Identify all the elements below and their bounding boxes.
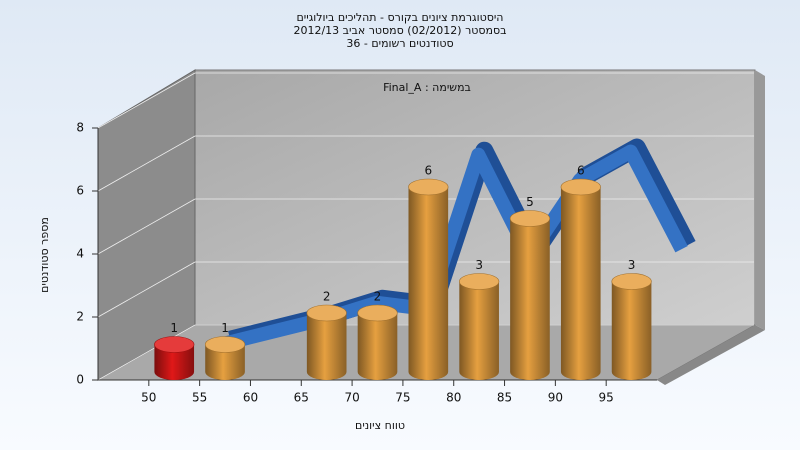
bar-top (611, 273, 652, 290)
floor-edge (657, 325, 765, 385)
value-label: 2 (374, 290, 382, 304)
y-tick-label: 8 (76, 121, 84, 135)
bar-top (306, 304, 347, 322)
bar (611, 281, 652, 380)
title-line: סטודנטים רשומים - 36 (346, 37, 453, 50)
bar-top (204, 336, 246, 353)
x-tick-label: 95 (599, 391, 614, 405)
bar (459, 281, 499, 380)
value-label: 3 (628, 258, 636, 272)
x-tick-label: 65 (294, 391, 309, 405)
y-tick-label: 0 (76, 373, 84, 387)
value-label: 5 (526, 195, 534, 209)
title-line: היסטוגרמת ציונים בקורס - תהליכים ביולוגי… (297, 11, 504, 24)
x-tick-label: 80 (446, 391, 461, 405)
x-tick-label: 50 (141, 391, 156, 405)
bar (205, 344, 245, 380)
bar-top (459, 273, 500, 290)
bar (408, 187, 449, 380)
x-tick-label: 75 (395, 391, 410, 405)
x-tick-label: 55 (192, 391, 207, 405)
value-label: 1 (221, 321, 229, 335)
grid-line (97, 261, 196, 318)
bar (357, 313, 398, 380)
bar-top (408, 178, 449, 196)
grid-line (97, 135, 196, 192)
value-label: 6 (577, 164, 585, 178)
value-label: 6 (424, 164, 432, 178)
y-tick-label: 2 (76, 310, 84, 324)
wall-edge (755, 70, 765, 330)
annotation: Final_A : במשימה (383, 81, 471, 94)
bar (560, 187, 601, 380)
x-tick-label: 90 (548, 391, 563, 405)
bar-top (560, 178, 601, 196)
value-label: 1 (170, 321, 178, 335)
value-label: 3 (475, 258, 483, 272)
grid-line (97, 198, 196, 255)
grid-line (97, 72, 196, 129)
bar (154, 344, 195, 380)
bar-top (154, 336, 195, 353)
bar (510, 218, 550, 380)
x-tick-label: 70 (344, 391, 359, 405)
x-axis-label: טווח ציונים (355, 419, 405, 432)
bar (306, 313, 347, 380)
y-tick-label: 4 (76, 247, 84, 261)
title-line: בסמסטר (02/2012) סמסטר אביב 2012/13 (293, 24, 506, 37)
trend-ribbon (222, 144, 688, 351)
bar-top (357, 304, 398, 322)
grid-line (97, 324, 196, 381)
y-tick-label: 6 (76, 184, 84, 198)
y-axis-label: מספר סטודנטים (38, 217, 51, 293)
bar-top (509, 210, 551, 227)
value-label: 2 (323, 290, 331, 304)
x-tick-label: 60 (243, 391, 258, 405)
x-tick-label: 85 (497, 391, 512, 405)
